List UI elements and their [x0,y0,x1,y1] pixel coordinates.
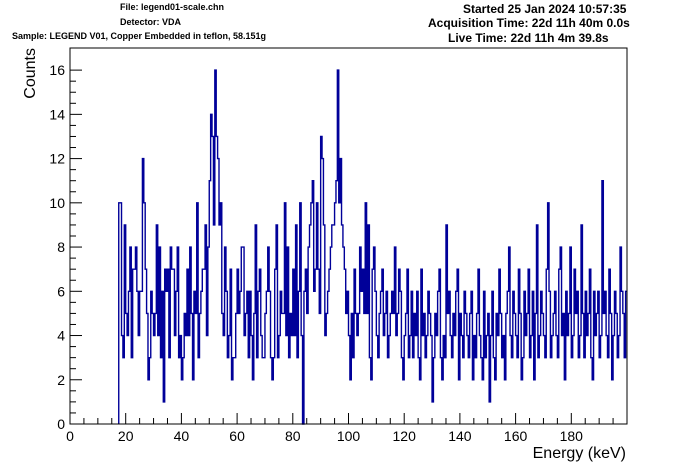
y-tick-label: 4 [57,328,65,344]
x-tick-label: 20 [118,428,134,444]
x-tick-label: 120 [393,428,417,444]
counts-histogram-line [118,69,627,425]
live-time-label: Live Time: 22d 11h 4m 39.8s [448,31,609,45]
x-tick-label: 0 [66,428,74,444]
y-axis-label: Counts [22,48,39,99]
x-axis-label: Energy (keV) [533,445,626,462]
y-tick-label: 16 [49,62,65,78]
x-tick-label: 60 [229,428,245,444]
acquisition-time-label: Acquisition Time: 22d 11h 40m 0.0s [428,16,630,30]
x-tick-label: 160 [504,428,528,444]
y-tick-label: 6 [57,283,65,299]
x-axis-ticks: 0 20 40 60 80 100 120 140 160 180 [66,413,614,444]
y-tick-label: 14 [49,106,65,122]
y-tick-label: 0 [57,416,65,432]
detector-label: Detector: VDA [120,17,182,27]
x-tick-label: 140 [448,428,472,444]
x-tick-label: 180 [560,428,584,444]
x-tick-label: 80 [285,428,301,444]
y-tick-label: 2 [57,372,65,388]
y-tick-label: 8 [57,239,65,255]
y-tick-label: 12 [49,151,65,167]
y-tick-label: 10 [49,195,65,211]
y-axis-ticks: 0 2 4 6 8 10 12 14 16 [49,62,82,432]
sample-label: Sample: LEGEND V01, Copper Embedded in t… [12,31,267,41]
x-tick-label: 40 [174,428,190,444]
started-label: Started 25 Jan 2024 10:57:35 [463,2,627,16]
file-label: File: legend01-scale.chn [120,2,225,12]
x-tick-label: 100 [337,428,361,444]
plot-frame [69,47,628,425]
